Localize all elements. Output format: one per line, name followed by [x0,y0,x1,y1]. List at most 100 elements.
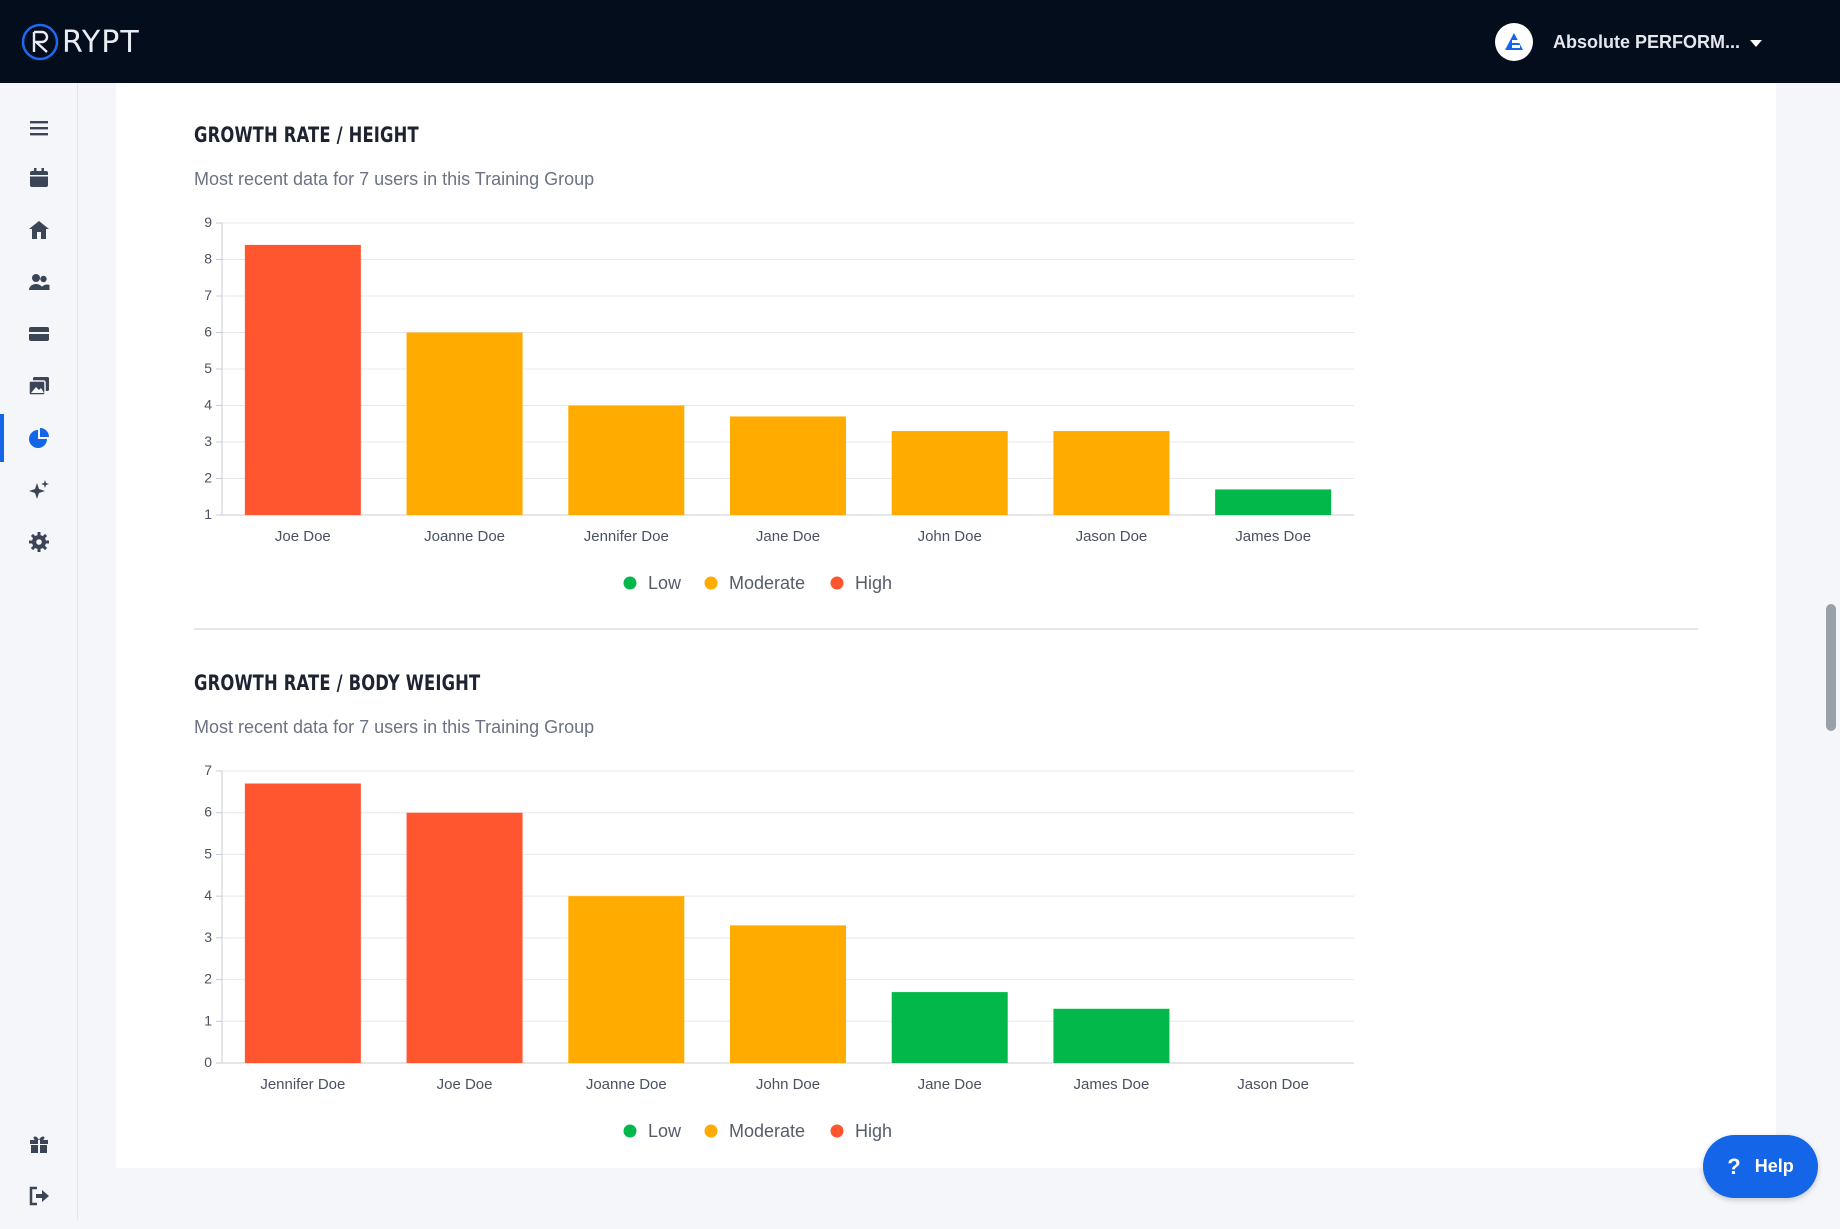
rypt-logo-icon [21,23,59,61]
x-tick-label: Jane Doe [756,528,820,545]
media-icon [27,377,49,396]
section-divider [194,628,1698,630]
scrollbar[interactable] [1826,83,1840,1220]
report-panel: GROWTH RATE / HEIGHT Most recent data fo… [116,83,1776,1168]
x-tick-label: James Doe [1073,1076,1149,1093]
question-icon: ? [1727,1153,1741,1179]
sidebar-item-reports[interactable] [0,414,77,462]
bar-james-doe[interactable] [1215,489,1332,515]
y-tick-label: 4 [204,397,212,413]
y-tick-label: 0 [204,1054,212,1070]
bar-joe-doe[interactable] [244,244,361,515]
gift-icon [29,1136,48,1153]
section-subtitle-body-weight: Most recent data for 7 users in this Tra… [194,717,595,737]
x-tick-label: James Doe [1235,528,1311,545]
sidebar-item-cards[interactable] [0,310,77,358]
chevron-down-icon [1750,39,1762,47]
help-button[interactable]: ? Help [1703,1135,1818,1198]
y-tick-label: 7 [204,762,212,778]
y-tick-label: 3 [204,433,212,449]
brand-logo[interactable]: RYPT [20,20,140,64]
help-label: Help [1754,1156,1794,1176]
card-icon [28,327,49,341]
x-tick-label: Joanne Doe [424,528,505,545]
section-title-body-weight: GROWTH RATE / BODY WEIGHT [194,671,481,695]
sidebar-item-calendar[interactable] [0,154,77,202]
y-tick-label: 5 [204,360,212,376]
bar-john-doe[interactable] [891,431,1008,515]
legend-marker-high [830,1124,844,1138]
bar-jane-doe[interactable] [730,416,846,515]
sidebar-item-users[interactable] [0,258,77,306]
legend-label-low[interactable]: Low [648,1121,682,1141]
x-tick-label: Jennifer Doe [260,1076,345,1093]
y-tick-label: 1 [204,1012,212,1028]
legend-label-moderate[interactable]: Moderate [729,1121,805,1141]
legend-label-high[interactable]: High [855,1121,892,1141]
y-tick-label: 5 [204,845,212,861]
org-logo-icon [1494,23,1533,61]
legend-marker-high [830,576,844,590]
y-tick-label: 3 [204,929,212,945]
sidebar-item-logout[interactable] [0,1172,77,1220]
sparkle-icon [28,480,49,499]
sidebar-item-settings[interactable] [0,518,77,566]
bar-jason-doe[interactable] [1053,431,1170,515]
y-tick-label: 2 [204,470,212,486]
x-tick-label: Jennifer Doe [584,528,669,545]
x-tick-label: John Doe [918,528,982,545]
y-tick-label: 9 [204,214,212,230]
x-tick-label: Joe Doe [437,1076,493,1093]
legend-label-low[interactable]: Low [648,573,682,593]
bar-jane-doe[interactable] [891,992,1008,1063]
org-switcher[interactable]: Absolute PERFORM... [1494,22,1762,62]
bar-john-doe[interactable] [730,925,846,1063]
x-tick-label: John Doe [756,1076,820,1093]
bar-joanne-doe[interactable] [406,332,523,516]
top-bar: RYPT Absolute PERFORM... [0,0,1840,83]
bar-joe-doe[interactable] [406,812,523,1063]
x-tick-label: Joanne Doe [586,1076,667,1093]
gear-icon [28,532,49,552]
x-tick-label: Jane Doe [918,1076,982,1093]
y-tick-label: 6 [204,324,212,340]
scrollbar-thumb[interactable] [1826,604,1836,731]
menu-icon [29,121,48,136]
brand-text: RYPT [62,24,140,60]
x-tick-label: Jason Doe [1076,528,1148,545]
legend-label-moderate[interactable]: Moderate [729,573,805,593]
y-tick-label: 4 [204,887,212,903]
bar-joanne-doe[interactable] [568,896,685,1063]
y-tick-label: 6 [204,804,212,820]
sidebar-item-home[interactable] [0,206,77,254]
users-icon [28,274,49,290]
sidebar [0,83,78,1220]
y-tick-label: 2 [204,971,212,987]
bar-jennifer-doe[interactable] [568,405,685,516]
section-title-height: GROWTH RATE / HEIGHT [194,123,419,147]
growth-rate-height-chart: 1 2 3 4 5 6 7 8 9 Joe Doe Joanne Doe Jennifer Doe Ja… [204,214,1354,593]
legend-marker-low [623,1124,637,1138]
section-subtitle-height: Most recent data for 7 users in this Tra… [194,169,595,189]
legend-marker-low [623,576,637,590]
y-tick-label: 7 [204,287,212,303]
sidebar-item-ai[interactable] [0,466,77,514]
calendar-icon [29,168,48,187]
growth-rate-body-weight-chart: 0 1 2 3 4 5 6 7 Jennifer Doe Joe Doe Joanne Doe Joh… [204,762,1354,1141]
x-tick-label: Jason Doe [1237,1076,1309,1093]
sidebar-item-media[interactable] [0,362,77,410]
y-tick-label: 8 [204,251,212,267]
y-tick-label: 1 [204,506,212,522]
x-tick-label: Joe Doe [275,528,331,545]
sidebar-item-gifts[interactable] [0,1120,77,1168]
logout-icon [29,1186,49,1206]
pie-chart-icon [28,428,49,448]
legend-label-high[interactable]: High [855,573,892,593]
sidebar-item-menu[interactable] [0,104,77,152]
bar-james-doe[interactable] [1053,1008,1170,1063]
legend-marker-moderate [704,1124,718,1138]
legend-marker-moderate [704,576,718,590]
org-name: Absolute PERFORM... [1552,31,1740,52]
bar-jennifer-doe[interactable] [244,783,361,1063]
home-icon [28,221,49,239]
